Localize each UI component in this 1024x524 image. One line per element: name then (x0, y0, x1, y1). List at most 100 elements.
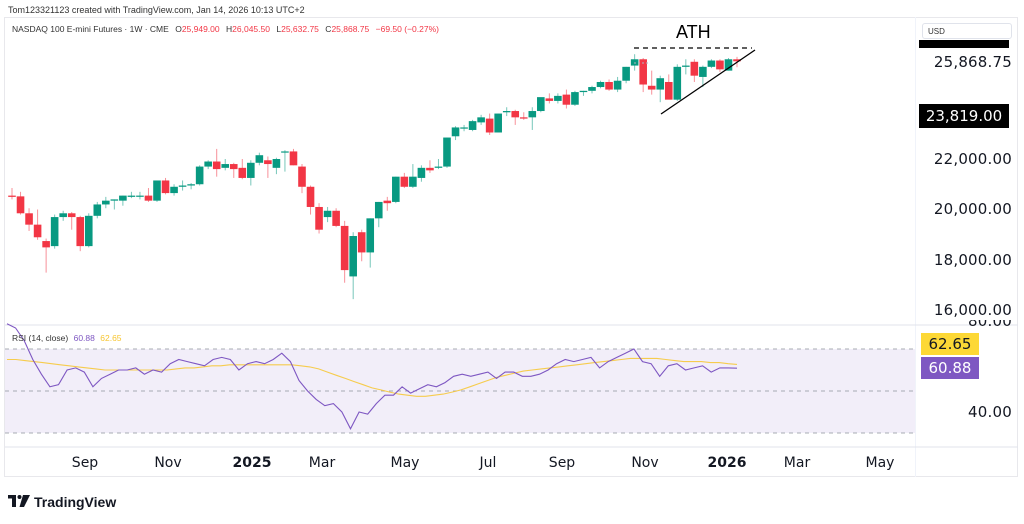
candle-body (554, 95, 562, 101)
price-tick-16000: 16,000.00 (933, 301, 1012, 319)
candle-body (8, 195, 16, 197)
candle-body (605, 81, 613, 90)
symbol-legend: NASDAQ 100 E-mini Futures · 1W · CME O25… (12, 24, 439, 34)
candle-body (340, 225, 349, 271)
tradingview-logo-icon (8, 494, 30, 510)
candle-body (613, 80, 622, 90)
candle-body (93, 204, 102, 216)
candle-body (400, 176, 409, 187)
candle-body (477, 117, 485, 123)
rsi-tick-80: 80.00 (968, 320, 1012, 330)
price-change: −69.50 (−0.27%) (375, 24, 439, 34)
candle-body (426, 167, 434, 171)
candle-body (707, 60, 716, 67)
candle-body (33, 224, 42, 238)
chart-frame (4, 17, 1018, 477)
candle-body (255, 155, 264, 163)
candle-body (42, 241, 50, 248)
support-trendline (660, 49, 756, 115)
candle-body (204, 161, 212, 167)
ohlc-high: H26,045.50 (226, 24, 270, 34)
rsi-ma-value: 62.65 (100, 333, 122, 343)
candle-body (221, 164, 230, 168)
candle-body (443, 137, 451, 167)
candle-body (383, 200, 392, 204)
currency-selector[interactable]: USD (922, 23, 1012, 39)
candle-body (409, 176, 417, 187)
rsi-tick-40: 40.00 (968, 403, 1012, 421)
candle-body (306, 186, 315, 207)
candle-body (272, 159, 281, 168)
candle-body (664, 81, 673, 100)
tradingview-wordmark: TradingView (34, 494, 117, 510)
candle-body (682, 65, 690, 67)
time-axis-label: Sep (71, 455, 99, 471)
candle-body (579, 90, 588, 93)
candle-body (468, 121, 477, 130)
time-axis-label: Sep (548, 455, 576, 471)
tradingview-logo[interactable]: TradingView (8, 494, 116, 510)
candle-body (50, 217, 59, 247)
candle-body (357, 232, 366, 253)
candle-body (315, 206, 323, 230)
candle-body (451, 127, 460, 137)
ath-annotation[interactable]: ATH (676, 22, 711, 42)
candle-body (537, 97, 545, 112)
time-axis-label: Nov (631, 455, 659, 471)
candle-body (699, 66, 707, 77)
candle-body (110, 199, 119, 201)
rsi-value-tag: 60.88 (921, 357, 979, 379)
hidden-price-tag (919, 40, 1009, 48)
candle-body (229, 164, 238, 170)
candle-body (366, 218, 375, 253)
candle-body (571, 92, 579, 105)
candle-body (690, 61, 699, 76)
rsi-ma-tag: 62.65 (921, 333, 979, 355)
marker-price-tag: 23,819.00 (919, 104, 1009, 128)
time-axis-label: Nov (154, 455, 182, 471)
candle-body (545, 98, 554, 101)
candle-body (25, 213, 33, 225)
candle-body (102, 200, 110, 205)
candle-body (289, 151, 298, 166)
time-axis-label: 2025 (232, 455, 272, 471)
candle-body (187, 184, 195, 186)
price-axis-separator (915, 17, 916, 477)
time-axis-label: 2026 (707, 455, 747, 471)
price-tick-22000: 22,000.00 (933, 150, 1012, 168)
candle-body (238, 167, 247, 178)
candle-body (323, 210, 332, 218)
price-tick-18000: 18,000.00 (933, 251, 1012, 269)
candle-body (59, 213, 67, 218)
candle-body (519, 117, 528, 119)
time-axis-label: May (390, 455, 420, 471)
symbol-name: NASDAQ 100 E-mini Futures · 1W · CME (12, 24, 169, 34)
candle-body (264, 160, 272, 165)
candle-body (673, 66, 682, 100)
candle-body (417, 167, 426, 178)
candle-body (647, 85, 656, 90)
candle-body (656, 78, 665, 90)
candle-body (485, 118, 494, 133)
time-axis-label: Mar (783, 455, 811, 471)
candle-body (247, 162, 255, 178)
time-axis-label: Mar (308, 455, 336, 471)
candle-body (127, 195, 136, 197)
candle-body (195, 166, 204, 185)
rsi-label: RSI (14, close) (12, 333, 69, 343)
candle-body (460, 127, 468, 129)
rsi-legend: RSI (14, close) 60.88 62.65 (12, 333, 122, 343)
last-price-label: 25,868.75 (933, 53, 1012, 71)
candle-body (178, 185, 187, 187)
candle-body (84, 215, 93, 247)
rsi-line (6, 323, 738, 431)
candle-body (153, 180, 161, 201)
candle-body (588, 87, 596, 91)
candle-body (502, 111, 511, 113)
rsi-value: 60.88 (73, 333, 95, 343)
ohlc-open: O25,949.00 (175, 24, 220, 34)
time-axis-label: Jul (479, 455, 497, 471)
candle-body (639, 59, 647, 85)
price-tick-20000: 20,000.00 (933, 200, 1012, 218)
